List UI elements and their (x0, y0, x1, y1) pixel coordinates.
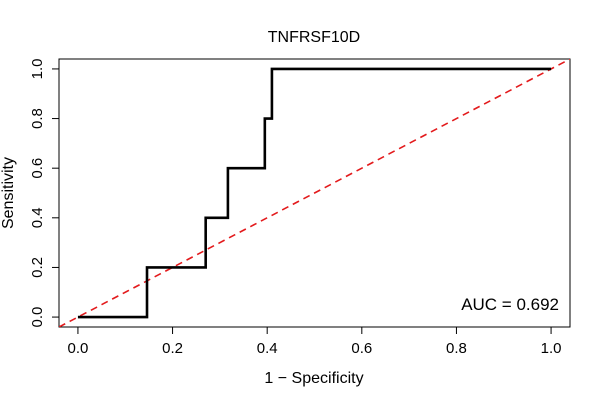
x-tick-label: 0.8 (446, 340, 467, 357)
chart-title: TNFRSF10D (268, 29, 360, 46)
reference-diagonal-line (59, 59, 570, 327)
y-axis-label: Sensitivity (0, 157, 17, 229)
x-tick-label: 0.6 (351, 340, 372, 357)
x-axis-label: 1 − Specificity (264, 370, 363, 387)
y-tick-label: 0.2 (29, 257, 46, 278)
x-tick-label: 1.0 (541, 340, 562, 357)
x-tick-label: 0.0 (67, 340, 88, 357)
y-axis: 0.0 0.2 0.4 0.6 0.8 1.0 (29, 58, 60, 328)
series-layer (59, 59, 570, 327)
y-tick-label: 0.4 (29, 207, 46, 228)
x-tick-label: 0.4 (257, 340, 278, 357)
y-tick-label: 0.8 (29, 108, 46, 129)
y-tick-label: 1.0 (29, 58, 46, 79)
y-tick-label: 0.6 (29, 158, 46, 179)
y-tick-label: 0.0 (29, 307, 46, 328)
roc-curve-line (77, 67, 552, 319)
x-axis: 0.0 0.2 0.4 0.6 0.8 1.0 (67, 326, 562, 357)
x-tick-label: 0.2 (162, 340, 183, 357)
auc-annotation: AUC = 0.692 (461, 295, 559, 314)
